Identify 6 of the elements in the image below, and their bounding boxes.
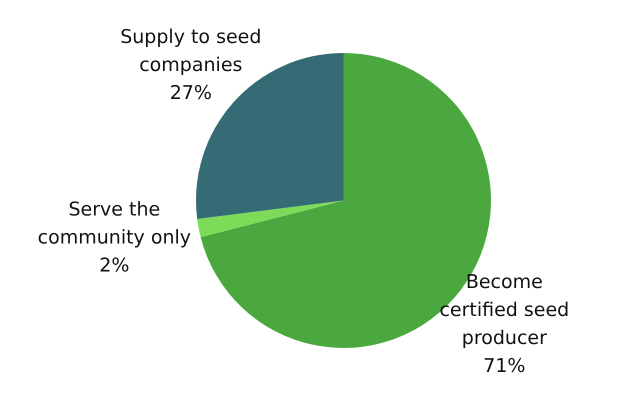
- data-label: 71%: [483, 355, 526, 378]
- data-label: 2%: [99, 254, 130, 277]
- slice-label: Supply to seed companies: [120, 26, 262, 76]
- slice-label: Serve the community only: [38, 198, 192, 249]
- data-label: 27%: [170, 82, 212, 104]
- slice-label: Become certified seed producer: [439, 271, 570, 350]
